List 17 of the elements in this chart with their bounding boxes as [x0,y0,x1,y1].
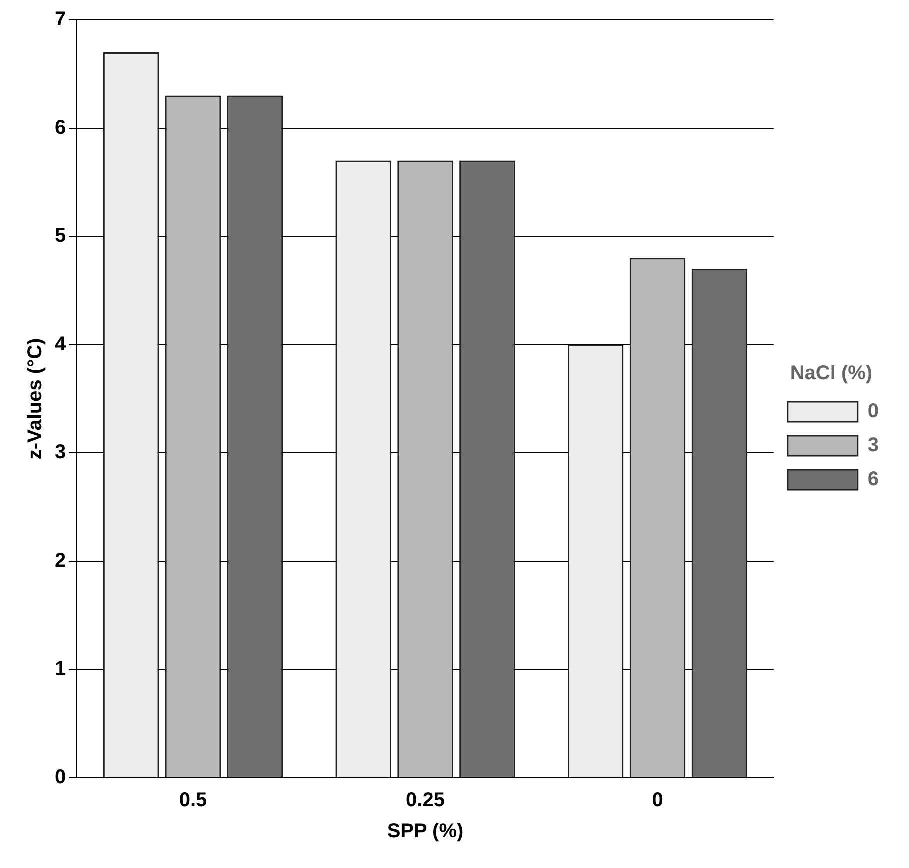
y-tick-label: 1 [55,658,66,680]
x-tick-label: 0 [652,790,664,812]
y-tick-label: 3 [55,442,66,464]
y-axis-title: z-Values (°C) [24,338,47,460]
legend-title: NaCl (%) [790,362,873,385]
x-tick-label: 0.5 [179,790,208,812]
x-tick-label: 0.25 [406,790,445,812]
x-axis-title: SPP (%) [387,820,464,843]
y-tick-label: 2 [55,550,66,572]
y-tick-label: 6 [55,116,66,139]
legend-label: 0 [868,400,879,423]
y-tick-label: 4 [55,333,67,356]
y-tick-label: 0 [55,766,66,789]
legend-label: 3 [868,434,879,457]
y-tick-label: 5 [55,225,66,248]
y-tick-label: 7 [55,8,66,31]
legend-label: 6 [868,468,879,491]
